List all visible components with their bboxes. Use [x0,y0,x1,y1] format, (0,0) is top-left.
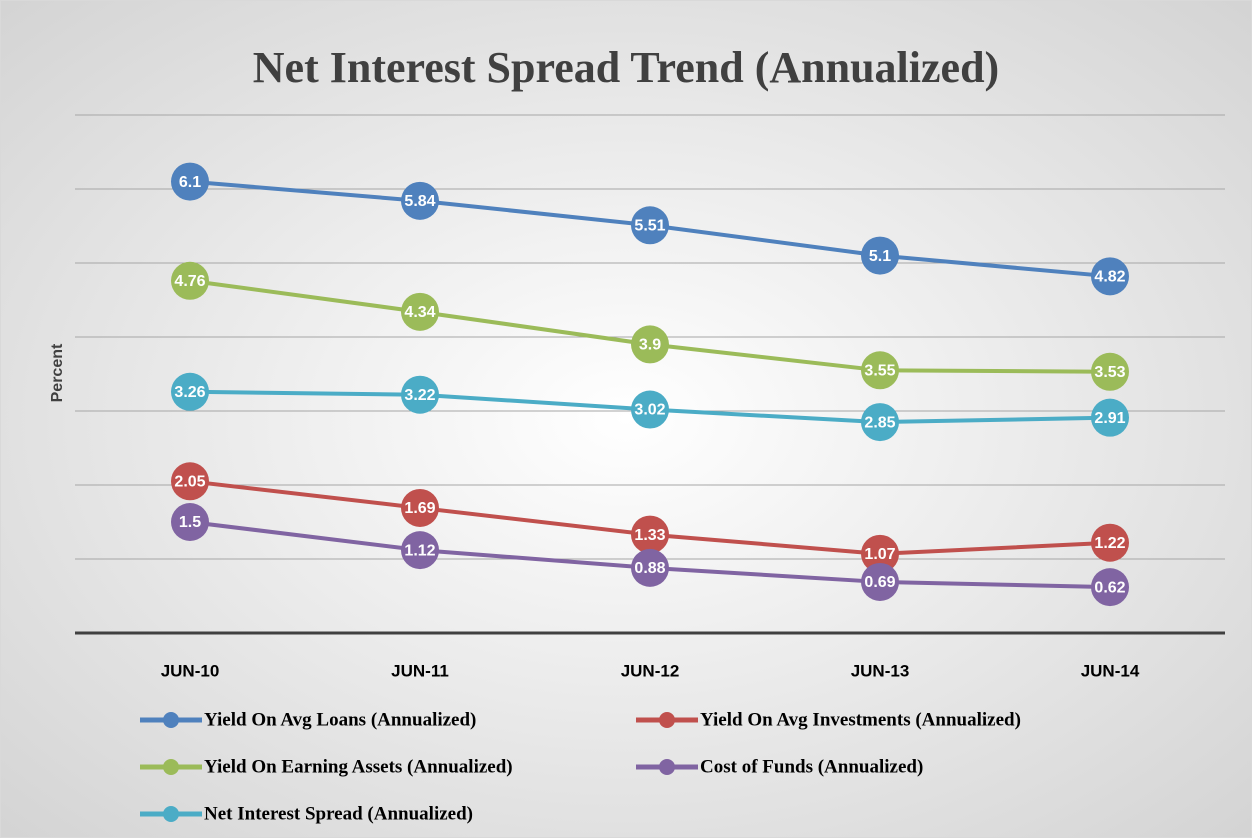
data-point [631,390,669,429]
y-axis-label: Percent [49,343,66,402]
data-label: 1.22 [1094,535,1125,552]
data-label: 1.33 [634,527,665,544]
data-label: 3.02 [634,402,665,419]
data-label: 0.62 [1094,579,1125,596]
chart-title: Net Interest Spread Trend (Annualized) [253,43,999,92]
legend-marker [659,712,675,728]
x-tick-label: JUN-12 [621,661,680,680]
data-label: 1.12 [404,542,435,559]
data-label: 4.82 [1094,269,1125,286]
data-point [631,206,669,245]
data-label: 5.1 [869,248,891,265]
data-point [401,375,439,414]
data-label: 5.51 [634,217,665,234]
data-label: 3.22 [404,387,435,404]
x-tick-label: JUN-13 [851,661,910,680]
data-point [1091,398,1129,437]
data-point [171,162,209,201]
data-label: 5.84 [404,193,435,210]
data-point [631,548,669,587]
data-point [171,503,209,541]
data-label: 6.1 [179,174,201,191]
data-label: 2.05 [174,474,205,491]
data-point [401,181,439,220]
data-point [401,292,439,331]
legend-label: Yield On Earning Assets (Annualized) [204,756,513,777]
data-label: 1.5 [179,514,201,531]
data-label: 1.07 [864,546,895,563]
data-label: 2.91 [1094,410,1125,427]
legend-marker [163,759,179,775]
data-point [1091,352,1129,391]
data-point [171,462,209,501]
data-point [401,488,439,527]
data-point [401,531,439,570]
legend-label: Yield On Avg Loans (Annualized) [204,709,476,730]
x-tick-label: JUN-11 [391,661,449,680]
data-label: 4.76 [174,273,205,290]
x-tick-label: JUN-14 [1081,661,1140,680]
data-point [171,372,209,411]
legend-marker [163,712,179,728]
data-point [1091,257,1129,296]
data-label: 0.69 [864,574,895,591]
data-label: 2.85 [864,414,895,431]
legend-label: Cost of Funds (Annualized) [700,756,923,777]
data-point [861,236,899,275]
data-point [1091,523,1129,562]
data-point [861,403,899,442]
data-point [861,534,899,573]
data-point [631,515,669,554]
x-tick-label: JUN-10 [161,661,220,680]
legend-marker [163,806,179,822]
data-label: 3.53 [1094,364,1125,381]
data-point [631,325,669,364]
data-label: 3.9 [639,337,661,354]
data-label: 4.34 [404,304,435,321]
data-point [861,351,899,390]
data-label: 0.88 [634,560,665,577]
legend-marker [659,759,675,775]
data-label: 3.26 [174,384,205,401]
data-label: 1.69 [404,500,435,517]
legend-label: Net Interest Spread (Annualized) [204,803,473,824]
data-point [861,562,899,601]
data-label: 3.55 [864,363,895,380]
legend-label: Yield On Avg Investments (Annualized) [700,709,1021,730]
data-point [1091,568,1129,607]
data-point [171,261,209,300]
